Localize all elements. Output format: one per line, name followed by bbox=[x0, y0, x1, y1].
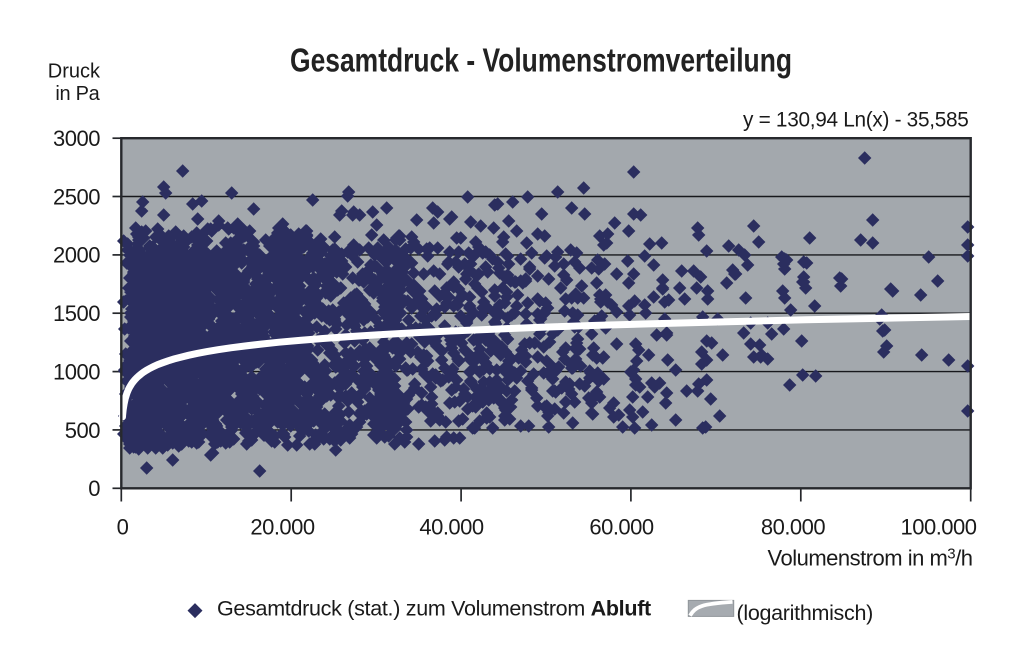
svg-text:Gesamtdruck - Volumenstromvert: Gesamtdruck - Volumenstromverteilung bbox=[290, 43, 792, 80]
svg-text:40.000: 40.000 bbox=[419, 515, 484, 540]
svg-text:Gesamtdruck (stat.) zum Volume: Gesamtdruck (stat.) zum Volumenstrom Abl… bbox=[217, 596, 651, 620]
svg-text:0: 0 bbox=[88, 476, 100, 501]
svg-text:100.000: 100.000 bbox=[900, 515, 976, 540]
svg-text:500: 500 bbox=[65, 418, 100, 443]
svg-text:in Pa: in Pa bbox=[55, 83, 100, 105]
svg-text:y = 130,94 Ln(x) - 35,585: y = 130,94 Ln(x) - 35,585 bbox=[743, 108, 968, 131]
svg-text:Druck: Druck bbox=[48, 60, 101, 82]
svg-text:80.000: 80.000 bbox=[761, 515, 826, 540]
svg-text:3000: 3000 bbox=[53, 126, 100, 151]
svg-text:0: 0 bbox=[117, 515, 129, 540]
svg-text:Volumenstrom in m3/h: Volumenstrom in m3/h bbox=[768, 546, 973, 571]
svg-text:(logarithmisch): (logarithmisch) bbox=[737, 601, 873, 625]
svg-text:20.000: 20.000 bbox=[250, 515, 315, 540]
svg-text:60.000: 60.000 bbox=[589, 515, 654, 540]
svg-text:2000: 2000 bbox=[53, 243, 100, 268]
svg-text:1000: 1000 bbox=[53, 359, 100, 384]
svg-text:1500: 1500 bbox=[53, 301, 100, 326]
svg-text:2500: 2500 bbox=[53, 184, 100, 209]
